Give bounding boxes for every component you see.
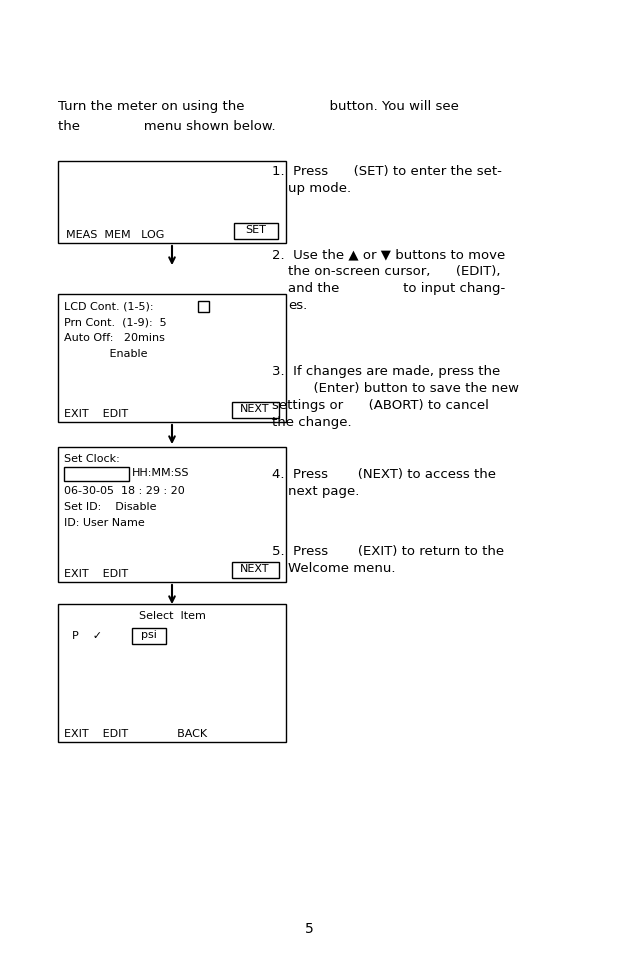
Text: 3.  If changes are made, press the: 3. If changes are made, press the (272, 365, 500, 377)
Text: psi: psi (141, 629, 157, 639)
Text: Turn the meter on using the                    button. You will see: Turn the meter on using the button. You … (58, 100, 459, 112)
Text: the               menu shown below.: the menu shown below. (58, 120, 276, 132)
Text: NEXT: NEXT (240, 563, 269, 574)
Bar (58, 162, 286, 244)
Bar (132, 628, 166, 644)
Bar (58, 448, 286, 582)
Text: MEAS  MEM   LOG: MEAS MEM LOG (66, 230, 164, 240)
Text: SET: SET (245, 225, 266, 234)
Text: EXIT    EDIT: EXIT EDIT (64, 409, 128, 418)
Text: and the               to input chang-: and the to input chang- (288, 282, 506, 294)
Text: Welcome menu.: Welcome menu. (288, 561, 396, 575)
Text: Prn Cont.  (1-9):  5: Prn Cont. (1-9): 5 (64, 316, 167, 327)
Bar (234, 224, 278, 240)
Bar (64, 468, 129, 481)
Text: settings or      (ABORT) to cancel: settings or (ABORT) to cancel (272, 398, 489, 412)
Text: 5.  Press       (EXIT) to return to the: 5. Press (EXIT) to return to the (272, 544, 504, 558)
Text: ID: User Name: ID: User Name (64, 517, 145, 527)
Text: EXIT    EDIT: EXIT EDIT (64, 568, 128, 578)
Text: Set Clock:: Set Clock: (64, 454, 120, 463)
Text: the change.: the change. (272, 416, 352, 429)
Text: P    ✓: P ✓ (72, 630, 102, 640)
Text: EXIT    EDIT              BACK: EXIT EDIT BACK (64, 728, 207, 739)
Text: HH:MM:SS: HH:MM:SS (132, 468, 190, 477)
Text: LCD Cont. (1-5):: LCD Cont. (1-5): (64, 301, 153, 311)
Bar (58, 294, 286, 422)
Text: the on-screen cursor,      (EDIT),: the on-screen cursor, (EDIT), (288, 265, 501, 277)
Text: Set ID:    Disable: Set ID: Disable (64, 501, 156, 512)
Text: 4.  Press       (NEXT) to access the: 4. Press (NEXT) to access the (272, 468, 496, 480)
Text: Select  Item: Select Item (138, 610, 205, 620)
Text: 06-30-05  18 : 29 : 20: 06-30-05 18 : 29 : 20 (64, 485, 185, 496)
Text: Enable: Enable (64, 349, 148, 358)
Text: 2.  Use the ▲ or ▼ buttons to move: 2. Use the ▲ or ▼ buttons to move (272, 248, 506, 261)
Text: 1.  Press      (SET) to enter the set-: 1. Press (SET) to enter the set- (272, 165, 502, 178)
Bar (198, 302, 209, 313)
Bar (232, 402, 279, 418)
Text: next page.: next page. (288, 484, 360, 497)
Text: es.: es. (288, 298, 307, 312)
Text: (Enter) button to save the new: (Enter) button to save the new (288, 381, 519, 395)
Text: Auto Off:   20mins: Auto Off: 20mins (64, 333, 165, 343)
Bar (58, 604, 286, 742)
Text: NEXT: NEXT (240, 403, 269, 414)
Text: up mode.: up mode. (288, 182, 351, 194)
Text: 5: 5 (305, 921, 313, 935)
Bar (232, 562, 279, 578)
